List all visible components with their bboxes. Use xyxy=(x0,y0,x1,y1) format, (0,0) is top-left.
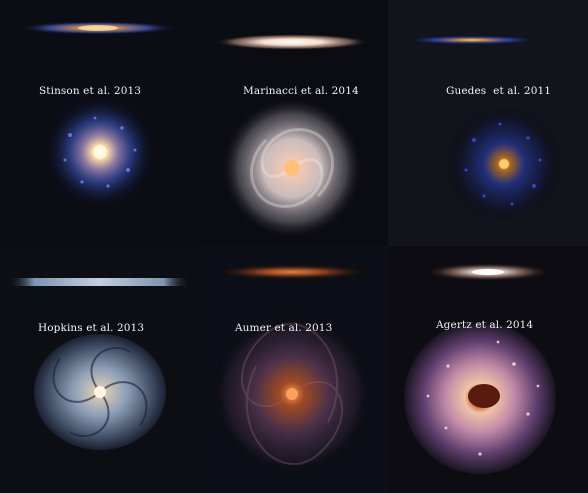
tile-guedes-2011: Guedes et al. 2011 xyxy=(388,0,588,246)
tile-agertz-2014: Agertz et al. 2014 xyxy=(388,246,588,493)
hopkins-galaxy-image xyxy=(0,246,196,493)
caption-agertz: Agertz et al. 2014 xyxy=(436,319,534,331)
caption-guedes: Guedes et al. 2011 xyxy=(446,85,552,97)
caption-marinacci: Marinacci et al. 2014 xyxy=(243,85,359,97)
tile-marinacci-2014: Marinacci et al. 2014 xyxy=(196,0,388,246)
tile-stinson-2013: Stinson et al. 2013 xyxy=(0,0,196,246)
tile-aumer-2013: Aumer et al. 2013 xyxy=(196,246,388,493)
tile-hopkins-2013: Hopkins et al. 2013 xyxy=(0,246,196,493)
stinson-galaxy-image xyxy=(0,0,196,246)
aumer-galaxy-image xyxy=(196,246,388,493)
guedes-galaxy-image xyxy=(388,0,588,246)
agertz-galaxy-image xyxy=(388,246,588,493)
caption-stinson: Stinson et al. 2013 xyxy=(39,85,142,97)
caption-aumer: Aumer et al. 2013 xyxy=(235,322,333,334)
caption-hopkins: Hopkins et al. 2013 xyxy=(38,322,145,334)
marinacci-galaxy-image xyxy=(196,0,388,246)
